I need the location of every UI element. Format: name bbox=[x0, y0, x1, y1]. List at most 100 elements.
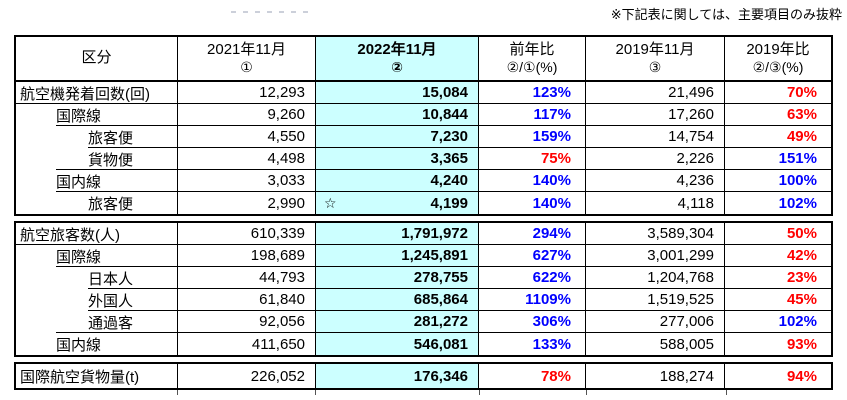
row-label: 日本人 bbox=[16, 267, 178, 289]
row-label: 航空旅客数(人) bbox=[16, 223, 178, 245]
vs2019-ratio: 45% bbox=[725, 289, 831, 311]
value-2019: 4,118 bbox=[586, 192, 725, 214]
value-2019: 4,236 bbox=[586, 170, 725, 192]
header-category: 区分 bbox=[16, 37, 178, 80]
value-2022: 3,365 bbox=[316, 148, 479, 170]
vs2019-ratio: 42% bbox=[725, 245, 831, 267]
value-2019: 14,754 bbox=[586, 126, 725, 148]
header-2019: 2019年11月 ③ bbox=[586, 37, 725, 80]
value-2019: 21,496 bbox=[586, 82, 725, 104]
value-2021: 44,793 bbox=[178, 267, 316, 289]
row-label: 国際航空貨物量(t) bbox=[16, 364, 178, 388]
section-aircraft-movements: 区分 2021年11月 ① 2022年11月 ② 前年比 ②/①(%) 2019… bbox=[14, 35, 833, 216]
table-row: 貨物便 4,498 3,365 75% 2,226 151% bbox=[16, 148, 831, 170]
vs2019-ratio: 23% bbox=[725, 267, 831, 289]
value-2019: 3,589,304 bbox=[586, 223, 725, 245]
row-label: 国内線 bbox=[16, 170, 178, 192]
yoy-ratio: 1109% bbox=[479, 289, 586, 311]
value-2019: 277,006 bbox=[586, 311, 725, 333]
value-2021: 12,293 bbox=[178, 82, 316, 104]
value-2021: 4,498 bbox=[178, 148, 316, 170]
vs2019-ratio: 50% bbox=[725, 223, 831, 245]
section-cargo: 国際航空貨物量(t) 226,052 176,346 78% 188,274 9… bbox=[14, 362, 833, 390]
value-2021: 198,689 bbox=[178, 245, 316, 267]
vs2019-ratio: 100% bbox=[725, 170, 831, 192]
value-2022: 4,240 bbox=[316, 170, 479, 192]
table-row: 国際線 198,689 1,245,891 627% 3,001,299 42% bbox=[16, 245, 831, 267]
value-2022: 10,844 bbox=[316, 104, 479, 126]
table-row: 国内線 3,033 4,240 140% 4,236 100% bbox=[16, 170, 831, 192]
value-2019: 188,274 bbox=[586, 364, 725, 388]
row-label: 国際線 bbox=[16, 245, 178, 267]
row-label: 旅客便 bbox=[16, 126, 178, 148]
yoy-ratio: 117% bbox=[479, 104, 586, 126]
value-2022: ☆ 4,199 bbox=[316, 192, 479, 214]
value-2021: 61,840 bbox=[178, 289, 316, 311]
row-label: 貨物便 bbox=[16, 148, 178, 170]
table-row: 旅客便 4,550 7,230 159% 14,754 49% bbox=[16, 126, 831, 148]
value-2019: 1,204,768 bbox=[586, 267, 725, 289]
yoy-ratio: 140% bbox=[479, 192, 586, 214]
table-row: 通過客 92,056 281,272 306% 277,006 102% bbox=[16, 311, 831, 333]
yoy-ratio: 159% bbox=[479, 126, 586, 148]
value-2019: 3,001,299 bbox=[586, 245, 725, 267]
vs2019-ratio: 63% bbox=[725, 104, 831, 126]
yoy-ratio: 78% bbox=[479, 364, 586, 388]
star-icon: ☆ bbox=[324, 194, 337, 211]
table-row: 国際航空貨物量(t) 226,052 176,346 78% 188,274 9… bbox=[16, 364, 831, 388]
row-label: 旅客便 bbox=[16, 192, 178, 214]
table-row: 旅客便 2,990 ☆ 4,199 140% 4,118 102% bbox=[16, 192, 831, 214]
yoy-ratio: 306% bbox=[479, 311, 586, 333]
table-note: ※下記表に関しては、主要項目のみ抜粋 bbox=[610, 7, 842, 22]
statistics-table: 区分 2021年11月 ① 2022年11月 ② 前年比 ②/①(%) 2019… bbox=[14, 35, 833, 396]
value-2021: 9,260 bbox=[178, 104, 316, 126]
yoy-ratio: 75% bbox=[479, 148, 586, 170]
table-header-row: 区分 2021年11月 ① 2022年11月 ② 前年比 ②/①(%) 2019… bbox=[16, 37, 831, 82]
value-2019: 1,519,525 bbox=[586, 289, 725, 311]
value-2022: 281,272 bbox=[316, 311, 479, 333]
value-2021: 411,650 bbox=[178, 333, 316, 355]
value-2022: 546,081 bbox=[316, 333, 479, 355]
value-2022: 7,230 bbox=[316, 126, 479, 148]
cropped-gridline-stubs bbox=[14, 390, 833, 396]
value-2022: 685,864 bbox=[316, 289, 479, 311]
table-row: 国際線 9,260 10,844 117% 17,260 63% bbox=[16, 104, 831, 126]
header-yoy-ratio: 前年比 ②/①(%) bbox=[479, 37, 586, 80]
value-2021: 92,056 bbox=[178, 311, 316, 333]
yoy-ratio: 140% bbox=[479, 170, 586, 192]
value-2022: 1,245,891 bbox=[316, 245, 479, 267]
header-2022: 2022年11月 ② bbox=[316, 37, 479, 80]
row-label: 国内線 bbox=[16, 333, 178, 355]
vs2019-ratio: 102% bbox=[725, 311, 831, 333]
value-2019: 2,226 bbox=[586, 148, 725, 170]
yoy-ratio: 294% bbox=[479, 223, 586, 245]
row-label: 国際線 bbox=[16, 104, 178, 126]
value-2021: 610,339 bbox=[178, 223, 316, 245]
table-row: 国内線 411,650 546,081 133% 588,005 93% bbox=[16, 333, 831, 355]
yoy-ratio: 627% bbox=[479, 245, 586, 267]
value-2022: 278,755 bbox=[316, 267, 479, 289]
yoy-ratio: 622% bbox=[479, 267, 586, 289]
value-2019: 17,260 bbox=[586, 104, 725, 126]
row-label: 外国人 bbox=[16, 289, 178, 311]
vs2019-ratio: 93% bbox=[786, 335, 817, 353]
section-passengers: 航空旅客数(人) 610,339 1,791,972 294% 3,589,30… bbox=[14, 221, 833, 357]
faint-print-artifact bbox=[231, 11, 308, 13]
table-row: 外国人 61,840 685,864 1109% 1,519,525 45% bbox=[16, 289, 831, 311]
row-label: 通過客 bbox=[16, 311, 178, 333]
value-2021: 2,990 bbox=[178, 192, 316, 214]
yoy-ratio: 123% bbox=[479, 82, 586, 104]
value-2019: 588,005 bbox=[586, 333, 725, 355]
row-label: 航空機発着回数(回) bbox=[16, 82, 178, 104]
value-2021: 3,033 bbox=[178, 170, 316, 192]
header-2021: 2021年11月 ① bbox=[178, 37, 316, 80]
vs2019-ratio: 49% bbox=[725, 126, 831, 148]
value-2022: 15,084 bbox=[316, 82, 479, 104]
value-2021: 4,550 bbox=[178, 126, 316, 148]
value-2022: 176,346 bbox=[316, 364, 479, 388]
vs2019-ratio: 70% bbox=[725, 82, 831, 104]
header-vs2019-ratio: 2019年比 ②/③(%) bbox=[746, 40, 810, 76]
table-row: 日本人 44,793 278,755 622% 1,204,768 23% bbox=[16, 267, 831, 289]
vs2019-ratio: 151% bbox=[725, 148, 831, 170]
